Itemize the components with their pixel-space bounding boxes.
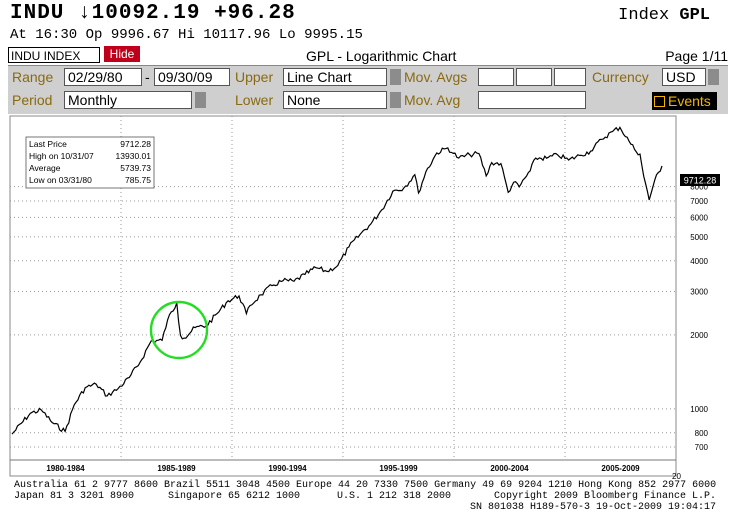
down-arrow-icon: ↓ bbox=[78, 2, 92, 25]
function-indicator: Index GPL bbox=[618, 6, 710, 25]
events-checkbox-icon bbox=[654, 96, 665, 107]
events-label: Events bbox=[668, 93, 711, 109]
security-field[interactable]: INDU INDEX bbox=[8, 47, 100, 63]
footer-us: U.S. 1 212 318 2000 bbox=[337, 491, 452, 502]
quote-open: Op 9996.67 bbox=[85, 27, 170, 43]
stats-high-label: High on 10/31/07 bbox=[29, 151, 94, 161]
lower-dropdown-icon[interactable] bbox=[390, 92, 401, 108]
y-tick-label: 7000 bbox=[690, 197, 708, 206]
range-label: Range bbox=[12, 69, 54, 85]
lower-chart-select[interactable]: None bbox=[283, 91, 387, 109]
stats-average-label: Average bbox=[29, 163, 61, 173]
y-tick-label: 700 bbox=[695, 443, 709, 452]
stats-last-price-label: Last Price bbox=[29, 139, 67, 149]
quote-time: At 16:30 bbox=[10, 27, 78, 43]
mov-avg-label: Mov. Avg bbox=[404, 92, 461, 108]
upper-chart-select[interactable]: Line Chart bbox=[283, 68, 387, 86]
title-bar bbox=[8, 47, 728, 66]
y-tick-label: 2000 bbox=[690, 331, 708, 340]
currency-label: Currency bbox=[592, 69, 649, 85]
last-value-label: 9712.28 bbox=[684, 176, 717, 186]
currency-dropdown-icon[interactable] bbox=[708, 69, 719, 85]
mov-avg-lower-input[interactable] bbox=[478, 91, 586, 109]
lower-label: Lower bbox=[235, 92, 274, 108]
y-tick-label: 5000 bbox=[690, 233, 708, 242]
range-end-input[interactable]: 09/30/09 bbox=[154, 68, 230, 86]
stats-box bbox=[25, 136, 155, 189]
ticker-headline: INDU ↓10092.19 +96.28 bbox=[10, 2, 296, 25]
mov-avgs-label: Mov. Avgs bbox=[404, 69, 468, 85]
footer-session: SN 801038 H189-570-3 19-Oct-2009 19:04:1… bbox=[470, 502, 717, 513]
mov-avg-input-2[interactable] bbox=[516, 68, 552, 86]
x-tick-label: 2000-2004 bbox=[490, 464, 529, 473]
stats-average-value: 5739.73 bbox=[120, 163, 151, 173]
net-change: +96.28 bbox=[214, 2, 296, 25]
events-button[interactable]: Events bbox=[652, 92, 717, 110]
y-axis: 700 800 1000 2000 3000 4000 5000 6000 7000 8000 bbox=[690, 183, 708, 452]
y-tick-label: 800 bbox=[695, 429, 709, 438]
footer-singapore: Singapore 65 6212 1000 bbox=[168, 491, 301, 502]
x-tick-label: 1995-1999 bbox=[379, 464, 418, 473]
x-tick-label-trailing: 20 bbox=[672, 472, 681, 481]
footer-line-1: Australia 61 2 9777 8600 Brazil 5511 304… bbox=[14, 480, 717, 491]
period-label: Period bbox=[12, 92, 53, 108]
footer-copyright: Copyright 2009 Bloomberg Finance L.P. bbox=[494, 491, 717, 502]
stats-last-price-value: 9712.28 bbox=[120, 139, 151, 149]
x-tick-label: 2005-2009 bbox=[601, 464, 640, 473]
quote-line: At 16:30 Op 9996.67 Hi 10117.96 Lo 9995.… bbox=[10, 27, 363, 43]
upper-label: Upper bbox=[235, 69, 274, 85]
currency-input[interactable]: USD bbox=[662, 68, 706, 86]
quote-low: Lo 9995.15 bbox=[278, 27, 363, 43]
mov-avg-input-1[interactable] bbox=[478, 68, 514, 86]
function-code: GPL bbox=[679, 6, 710, 25]
period-select[interactable]: Monthly bbox=[64, 91, 192, 109]
range-separator: - bbox=[145, 69, 150, 85]
y-tick-label: 8000 bbox=[690, 183, 708, 192]
quote-high: Hi 10117.96 bbox=[178, 27, 271, 43]
last-price: 10092.19 bbox=[91, 2, 201, 25]
hide-button[interactable]: Hide bbox=[104, 46, 140, 62]
grid-layer bbox=[10, 116, 676, 460]
y-tick-label: 4000 bbox=[690, 257, 708, 266]
last-value-badge bbox=[680, 174, 720, 186]
y-tick-label: 6000 bbox=[690, 213, 708, 222]
y-tick-label: 3000 bbox=[690, 288, 708, 297]
range-start-input[interactable]: 02/29/80 bbox=[64, 68, 142, 86]
ticker-symbol: INDU bbox=[10, 2, 65, 25]
chart-title: GPL - Logarithmic Chart bbox=[306, 48, 457, 64]
y-tick-label: 1000 bbox=[690, 405, 708, 414]
period-dropdown-icon[interactable] bbox=[195, 92, 206, 108]
x-axis: 1980-1984 1985-1989 1990-1994 1995-1999 2000… bbox=[10, 459, 681, 481]
stats-low-value: 785.75 bbox=[125, 175, 151, 185]
stats-high-value: 13930.01 bbox=[116, 151, 152, 161]
upper-dropdown-icon[interactable] bbox=[390, 69, 401, 85]
page-indicator: Page 1/11 bbox=[665, 48, 728, 64]
x-tick-label: 1990-1994 bbox=[268, 464, 307, 473]
footer-japan: Japan 81 3 3201 8900 bbox=[14, 491, 135, 502]
crash-highlight-circle bbox=[149, 300, 209, 360]
stats-low-label: Low on 03/31/80 bbox=[29, 175, 92, 185]
x-tick-label: 1980-1984 bbox=[46, 464, 85, 473]
x-tick-label: 1985-1989 bbox=[157, 464, 196, 473]
index-label: Index bbox=[618, 6, 670, 25]
mov-avg-input-3[interactable] bbox=[554, 68, 586, 86]
series-line-indu bbox=[11, 126, 663, 435]
stats-legend: Last Price 9712.28 High on 10/31/07 1393… bbox=[25, 136, 155, 189]
